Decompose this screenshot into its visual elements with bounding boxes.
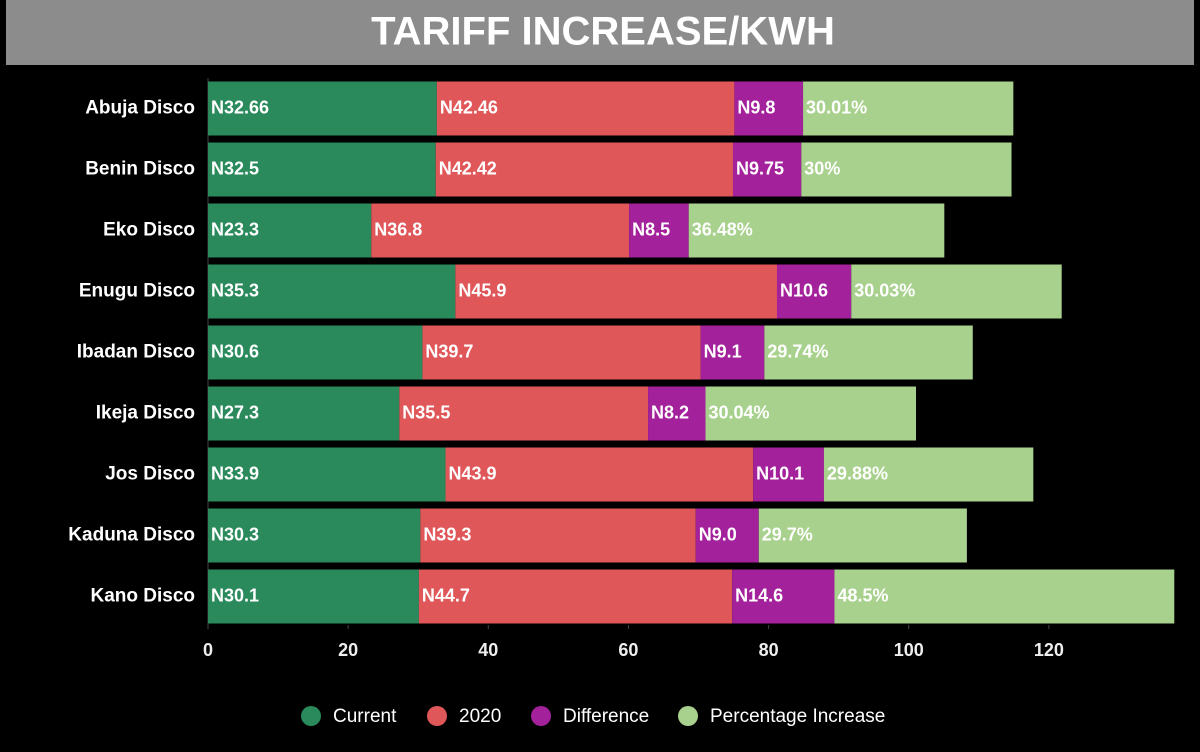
bar-segment: [208, 142, 436, 197]
bar-segment: [758, 508, 967, 563]
bar-segment: [648, 386, 706, 441]
value-label: N35.3: [211, 280, 259, 300]
bar-segment: [208, 386, 400, 441]
value-label: 30.01%: [806, 97, 867, 117]
value-label: N9.8: [737, 97, 775, 117]
x-tick-label: 60: [618, 640, 638, 660]
chart-title: TARIFF INCREASE/KWH: [371, 10, 835, 54]
y-tick-label: Ikeja Disco: [96, 403, 195, 424]
value-label: N35.5: [402, 402, 450, 422]
x-tick-label: 80: [759, 640, 779, 660]
bar-segment: [208, 325, 423, 380]
y-tick-label: Jos Disco: [105, 464, 195, 485]
bar-segment: [208, 264, 456, 319]
bar-segment: [436, 81, 735, 136]
value-label: N30.1: [211, 585, 259, 605]
bar-segment: [445, 447, 754, 502]
value-label: 48.5%: [837, 585, 888, 605]
value-label: N43.9: [449, 463, 497, 483]
x-tick-label: 100: [894, 640, 924, 660]
value-label: N42.46: [440, 97, 498, 117]
legend-label: Current: [333, 706, 397, 727]
bar-segment: [629, 203, 689, 258]
bar-segment: [705, 386, 917, 441]
value-label: N23.3: [211, 219, 259, 239]
x-tick-label: 120: [1034, 640, 1064, 660]
y-tick-label: Abuja Disco: [85, 98, 195, 119]
value-label: N8.2: [651, 402, 689, 422]
legend-swatch: [427, 706, 447, 726]
bar-segment: [371, 203, 630, 258]
bar-segment: [851, 264, 1062, 319]
value-label: N10.1: [756, 463, 804, 483]
legend-label: Difference: [563, 706, 649, 727]
bar-segment: [420, 508, 696, 563]
value-label: N10.6: [780, 280, 828, 300]
bar-segment: [422, 325, 701, 380]
legend-swatch: [531, 706, 551, 726]
bar-segment: [399, 386, 649, 441]
value-label: N27.3: [211, 402, 259, 422]
bar-segment: [700, 325, 765, 380]
value-label: N36.8: [374, 219, 422, 239]
y-tick-label: Ibadan Disco: [77, 342, 195, 363]
bar-segment: [803, 81, 1014, 136]
x-tick-label: 0: [203, 640, 213, 660]
legend-swatch: [301, 706, 321, 726]
legend-swatch: [678, 706, 698, 726]
value-label: 29.7%: [762, 524, 813, 544]
value-label: N33.9: [211, 463, 259, 483]
bar-segment: [695, 508, 759, 563]
value-label: N45.9: [458, 280, 506, 300]
value-label: N9.0: [699, 524, 737, 544]
bar-segment: [208, 203, 372, 258]
value-label: N39.3: [423, 524, 471, 544]
legend-label: 2020: [459, 706, 501, 727]
title-banner: [6, 0, 1194, 65]
bar-segment: [732, 142, 802, 197]
bar-segment: [834, 569, 1175, 624]
legend-label: Percentage Increase: [710, 706, 885, 727]
value-label: N14.6: [735, 585, 783, 605]
bar-segment: [823, 447, 1034, 502]
bar-segment: [764, 325, 973, 380]
y-tick-label: Kaduna Disco: [68, 525, 195, 546]
y-tick-label: Benin Disco: [85, 159, 195, 180]
value-label: N9.75: [736, 158, 784, 178]
value-label: N9.1: [704, 341, 742, 361]
bar-segment: [732, 569, 835, 624]
bar-segment: [435, 142, 733, 197]
value-label: 36.48%: [692, 219, 753, 239]
value-label: 30.03%: [854, 280, 915, 300]
value-label: N42.42: [439, 158, 497, 178]
value-label: N32.5: [211, 158, 259, 178]
bar-segment: [208, 447, 446, 502]
value-label: 30%: [804, 158, 840, 178]
value-label: 29.88%: [827, 463, 888, 483]
value-label: N30.3: [211, 524, 259, 544]
x-tick-label: 20: [338, 640, 358, 660]
y-tick-label: Eko Disco: [103, 220, 195, 241]
value-label: N8.5: [632, 219, 670, 239]
bar-segment: [208, 81, 437, 136]
value-label: 29.74%: [767, 341, 828, 361]
bar-segment: [801, 142, 1012, 197]
value-label: N32.66: [211, 97, 269, 117]
y-tick-label: Enugu Disco: [79, 281, 195, 302]
bar-segment: [455, 264, 777, 319]
value-label: N39.7: [425, 341, 473, 361]
bar-segment: [776, 264, 852, 319]
value-label: N44.7: [422, 585, 470, 605]
bar-segment: [753, 447, 824, 502]
bar-segment: [688, 203, 945, 258]
x-tick-label: 40: [478, 640, 498, 660]
bar-segment: [418, 569, 733, 624]
y-tick-label: Kano Disco: [90, 586, 195, 607]
value-label: N30.6: [211, 341, 259, 361]
bar-segment: [208, 569, 419, 624]
bar-segment: [208, 508, 421, 563]
value-label: 30.04%: [709, 402, 770, 422]
bar-segment: [734, 81, 804, 136]
